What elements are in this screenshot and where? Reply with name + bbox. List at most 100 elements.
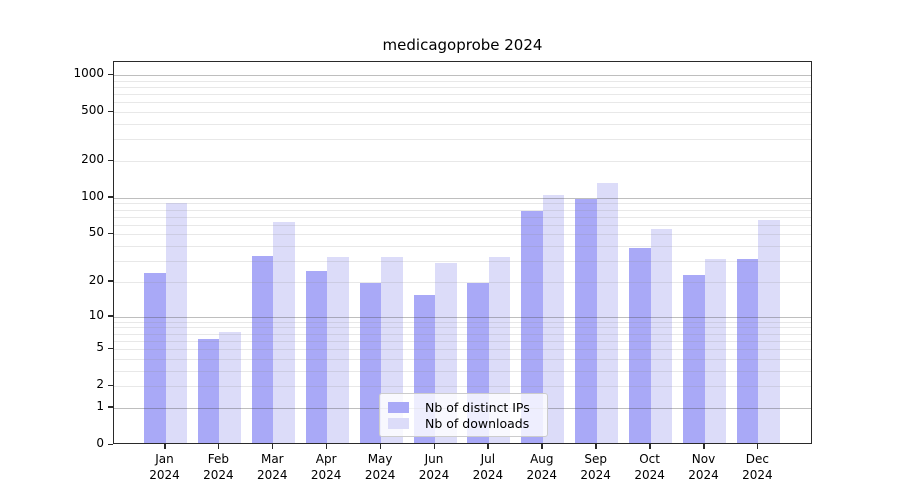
bar-distinct-ips-feb	[197, 338, 220, 443]
bar-downloads-oct	[650, 229, 673, 443]
x-tick-label-feb: Feb 2024	[188, 452, 248, 483]
bar-downloads-aug	[542, 195, 565, 443]
y-tick-1	[108, 406, 113, 408]
bar-downloads-feb	[219, 331, 241, 443]
x-tick-label-year-jan: 2024	[149, 467, 180, 482]
bar-downloads-dec	[758, 220, 780, 443]
y-tick-label-2: 2	[96, 377, 104, 392]
y-tick-500	[108, 110, 113, 113]
x-tick-may	[379, 444, 382, 449]
y-tick-label-1: 1	[96, 398, 104, 413]
legend-label-downloads: Nb of downloads	[425, 415, 530, 431]
x-tick-label-month-apr: Apr	[315, 452, 337, 466]
x-tick-label-sep: Sep 2024	[566, 452, 626, 483]
x-tick-jan	[164, 444, 166, 449]
y-tick-100	[108, 196, 113, 198]
bar-downloads-mar	[273, 222, 295, 443]
x-tick-label-aug: Aug 2024	[512, 452, 572, 483]
bar-downloads-jan	[165, 202, 187, 443]
legend-item-distinct-ips: Nb of distinct IPs	[388, 400, 539, 415]
x-tick-label-month-feb: Feb	[207, 452, 230, 466]
x-tick-label-year-feb: 2024	[203, 467, 234, 482]
y-tick-label-20: 20	[88, 272, 104, 287]
y-tick-200	[108, 159, 113, 162]
y-tick-20	[108, 280, 113, 282]
x-tick-label-month-dec: Dec	[745, 452, 769, 466]
x-tick-sep	[595, 444, 597, 449]
x-tick-label-year-sep: 2024	[580, 467, 611, 482]
x-tick-label-year-jun: 2024	[418, 467, 450, 482]
x-tick-label-month-sep: Sep	[584, 452, 607, 466]
y-tick-label-500: 500	[81, 103, 104, 118]
x-tick-label-dec: Dec 2024	[727, 452, 787, 483]
y-tick-5	[108, 347, 113, 350]
x-tick-label-apr: Apr 2024	[296, 452, 356, 483]
y-tick-label-5: 5	[96, 340, 104, 355]
bar-distinct-ips-mar	[251, 255, 274, 443]
x-tick-label-year-aug: 2024	[526, 467, 558, 482]
x-tick-label-year-apr: 2024	[310, 467, 342, 482]
y-tick-label-50: 50	[88, 225, 104, 240]
legend-item-downloads: Nb of downloads	[388, 416, 539, 431]
bar-distinct-ips-nov	[683, 275, 705, 443]
x-tick-label-year-nov: 2024	[688, 467, 719, 482]
bar-distinct-ips-apr	[305, 270, 328, 443]
x-tick-label-year-oct: 2024	[634, 467, 665, 482]
x-tick-label-month-may: May	[367, 452, 393, 466]
bar-downloads-apr	[327, 257, 349, 443]
x-tick-label-jan: Jan 2024	[135, 452, 195, 483]
x-tick-label-month-jun: Jun	[424, 452, 444, 466]
y-tick-label-100: 100	[81, 188, 104, 203]
x-tick-nov	[703, 444, 705, 449]
x-tick-label-month-jan: Jan	[155, 452, 174, 466]
bar-distinct-ips-oct	[629, 248, 651, 443]
chart-title: medicagoprobe 2024	[382, 36, 543, 54]
y-tick-label-0: 0	[96, 436, 104, 450]
x-tick-label-jul: Jul 2024	[458, 452, 518, 483]
y-tick-10	[108, 315, 113, 317]
x-tick-label-year-may: 2024	[364, 467, 396, 482]
x-tick-apr	[325, 444, 328, 449]
y-tick-0	[108, 443, 113, 445]
x-tick-jun	[433, 444, 435, 449]
y-tick-label-10: 10	[88, 307, 104, 322]
bar-downloads-nov	[704, 259, 726, 443]
x-tick-label-year-jul: 2024	[472, 467, 504, 482]
x-tick-label-month-mar: Mar	[260, 452, 284, 466]
y-tick-50	[108, 232, 113, 235]
bar-distinct-ips-jan	[144, 272, 166, 443]
x-tick-label-nov: Nov 2024	[674, 452, 734, 483]
legend-label-distinct-ips: Nb of distinct IPs	[425, 399, 530, 415]
bar-distinct-ips-dec	[736, 259, 759, 443]
legend-swatch-downloads	[388, 417, 409, 429]
x-tick-label-mar: Mar 2024	[242, 452, 302, 483]
x-tick-label-year-dec: 2024	[742, 467, 773, 482]
x-tick-label-may: May 2024	[350, 452, 410, 483]
bars-layer	[114, 62, 811, 443]
x-tick-label-oct: Oct 2024	[620, 452, 680, 483]
legend: Nb of distinct IPs Nb of downloads	[379, 393, 548, 437]
y-tick-1000	[108, 73, 113, 76]
bar-distinct-ips-sep	[575, 199, 597, 443]
legend-swatch-distinct-ips	[388, 401, 409, 413]
x-tick-label-month-aug: Aug	[530, 452, 554, 466]
x-tick-label-month-oct: Oct	[639, 452, 660, 466]
x-tick-jul	[487, 444, 489, 449]
bar-distinct-ips-may	[359, 282, 382, 443]
y-tick-label-200: 200	[81, 152, 104, 167]
x-tick-aug	[541, 444, 543, 449]
x-tick-label-year-mar: 2024	[257, 467, 288, 482]
bar-distinct-ips-aug	[521, 211, 543, 443]
x-tick-mar	[271, 444, 274, 449]
x-tick-oct	[649, 444, 651, 449]
y-tick-label-1000: 1000	[73, 66, 104, 81]
plot-area: Nb of distinct IPs Nb of downloads	[113, 61, 812, 444]
x-tick-dec	[756, 444, 759, 449]
x-tick-feb	[217, 444, 220, 449]
x-tick-label-month-nov: Nov	[691, 452, 716, 466]
x-tick-label-jun: Jun 2024	[404, 452, 464, 483]
bar-downloads-sep	[596, 182, 619, 443]
x-tick-label-month-jul: Jul	[480, 452, 496, 466]
y-tick-2	[108, 384, 113, 387]
